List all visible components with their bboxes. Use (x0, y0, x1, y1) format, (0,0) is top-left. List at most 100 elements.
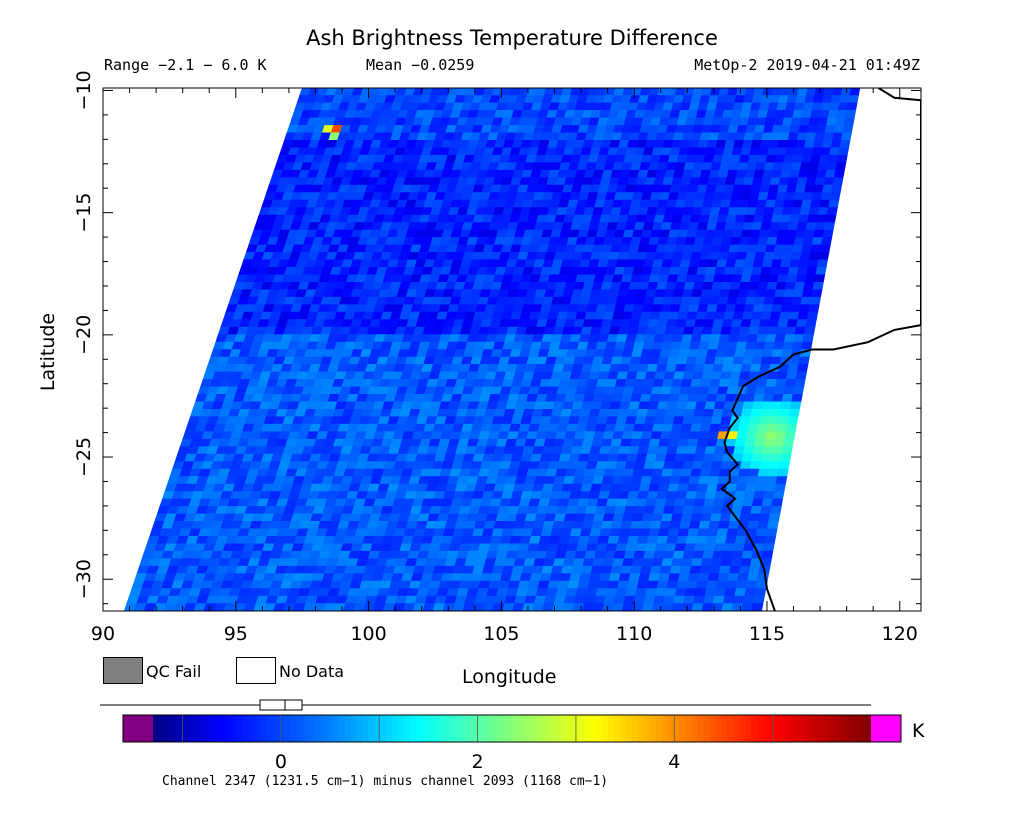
heatmap-cell (767, 229, 780, 238)
heatmap-cell (793, 237, 805, 246)
colorbar-segment (577, 715, 585, 742)
heatmap-cell (786, 229, 798, 238)
heatmap-cell (734, 438, 747, 447)
heatmap-cell (732, 595, 745, 604)
heatmap-cell (630, 565, 643, 574)
heatmap-cell (670, 468, 683, 477)
heatmap-cell (703, 498, 716, 507)
heatmap-cell (829, 192, 841, 201)
heatmap-cell (738, 281, 751, 291)
heatmap-cell (683, 453, 696, 462)
heatmap-cell (645, 453, 658, 462)
heatmap-cell (721, 603, 734, 611)
colorbar-segment (607, 715, 615, 742)
heatmap-cell (773, 341, 785, 350)
heatmap-cell (781, 207, 793, 216)
heatmap-cell (842, 125, 854, 134)
heatmap-cell (726, 386, 739, 395)
qc-fail-label: QC Fail (146, 662, 202, 681)
heatmap-cell (741, 550, 754, 560)
colorbar-segment (817, 715, 824, 742)
heatmap-cell (666, 446, 679, 455)
heatmap-cell (712, 498, 725, 507)
heatmap-cell (781, 252, 793, 261)
heatmap-cell (687, 573, 700, 582)
heatmap-cell (734, 535, 747, 545)
heatmap-cell (740, 408, 753, 418)
heatmap-cell (787, 266, 800, 276)
colorbar-segment (781, 715, 788, 742)
colorbar-segment (775, 715, 782, 742)
heatmap-cell (805, 319, 817, 328)
heatmap-cell (739, 513, 752, 522)
heatmap-cell (659, 431, 672, 440)
heatmap-cell (845, 110, 857, 119)
heatmap-cell (674, 498, 687, 507)
heatmap-cell (743, 349, 756, 358)
heatmap-cell (734, 259, 746, 268)
heatmap-cell (747, 573, 760, 582)
heatmap-cell (748, 416, 761, 425)
heatmap-cell (712, 364, 724, 373)
colorbar-segment (302, 715, 310, 742)
heatmap-cell (748, 281, 760, 291)
heatmap-cell (782, 438, 795, 447)
heatmap-cell (801, 244, 813, 253)
heatmap-cell (726, 528, 739, 537)
heatmap-cell (656, 580, 669, 589)
heatmap-cell (701, 461, 714, 470)
heatmap-cell (694, 401, 707, 410)
heatmap-cell (677, 528, 690, 537)
heatmap-cell (770, 401, 783, 410)
heatmap-cell (789, 304, 802, 313)
heatmap-cell (752, 446, 765, 455)
heatmap-cell (836, 110, 848, 119)
heatmap-cell (835, 162, 847, 171)
heatmap-cell (798, 169, 810, 178)
heatmap-cell (814, 132, 826, 141)
heatmap-cell (762, 349, 774, 358)
heatmap-cell (735, 580, 748, 589)
heatmap-cell (743, 393, 756, 403)
heatmap-cell (828, 199, 840, 208)
heatmap-cell (802, 334, 814, 343)
heatmap-cell (714, 588, 727, 597)
heatmap-cell (646, 491, 659, 500)
heatmap-cell (702, 453, 715, 462)
heatmap-cell (802, 237, 815, 246)
heatmap-cell (725, 438, 737, 447)
heatmap-cell (654, 453, 667, 462)
heatmap-cell (671, 558, 684, 567)
heatmap-cell (654, 543, 667, 552)
heatmap-cell (737, 244, 749, 253)
heatmap-cell (743, 259, 755, 268)
colorbar-segment (404, 715, 411, 742)
colorbar-segment (332, 715, 340, 742)
heatmap-cell (663, 595, 676, 604)
heatmap-cell (791, 393, 803, 403)
colorbar-segment (356, 715, 364, 742)
heatmap-cell (754, 588, 767, 597)
heatmap-cell (635, 498, 648, 507)
colorbar-segment (793, 715, 800, 742)
heatmap-cell (833, 125, 845, 134)
heatmap-cell (706, 580, 719, 589)
colorbar-segment (452, 715, 459, 742)
heatmap-cell (728, 565, 741, 574)
heatmap-cell (693, 453, 706, 462)
heatmap-cell (693, 595, 706, 604)
heatmap-cell (768, 274, 780, 283)
heatmap-cell (826, 207, 838, 216)
heatmap-cell (777, 274, 789, 283)
heatmap-cell (754, 341, 766, 350)
heatmap-cell (746, 334, 759, 343)
x-tick-label: 105 (483, 623, 519, 645)
colorbar-segment (517, 715, 525, 742)
heatmap-cell (750, 506, 763, 515)
heatmap-cell (796, 319, 808, 328)
colorbar-segment (865, 715, 872, 742)
colorbar-segment (500, 715, 507, 742)
heatmap-cell (795, 274, 807, 283)
heatmap-cell (788, 311, 800, 320)
mean-text: Mean −0.0259 (366, 56, 475, 74)
